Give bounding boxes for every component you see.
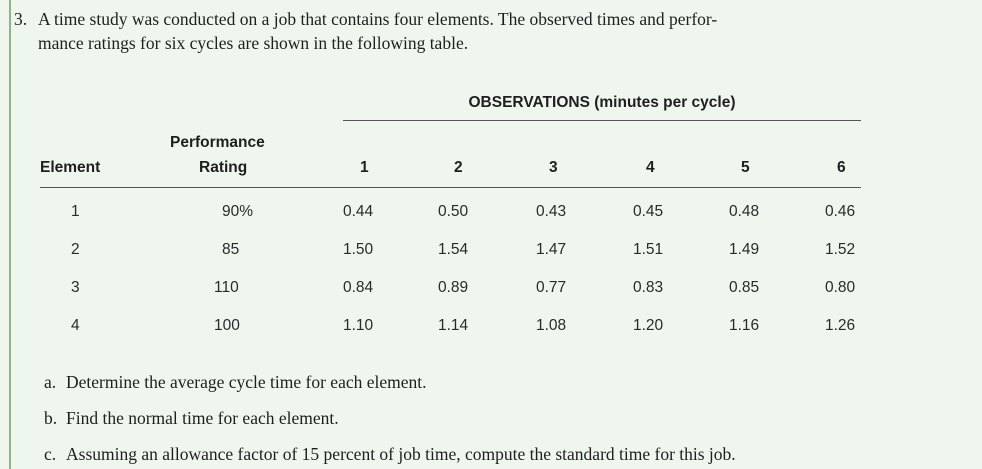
- question-c-text: Assuming an allowance factor of 15 perce…: [66, 444, 736, 464]
- header-cycle-2: 2: [454, 159, 463, 176]
- row-3-element: 3: [71, 279, 80, 296]
- observations-rule: [343, 120, 861, 121]
- row-1-obs-3: 0.43: [536, 203, 567, 220]
- problem-text-line-1: A time study was conducted on a job that…: [38, 9, 718, 29]
- header-performance-line-1: Performance: [170, 134, 265, 151]
- question-a-label: a.: [44, 372, 57, 392]
- observations-title: OBSERVATIONS (minutes per cycle): [468, 94, 736, 111]
- row-3-rating: 110: [214, 279, 239, 296]
- row-3-obs-3: 0.77: [536, 279, 567, 296]
- row-3-obs-4: 0.83: [633, 279, 664, 296]
- row-3-obs-6: 0.80: [825, 279, 856, 296]
- row-1-rating: 90%: [222, 203, 254, 220]
- row-4-obs-5: 1.16: [729, 317, 760, 334]
- row-4-obs-3: 1.08: [536, 317, 567, 334]
- question-b-label: b.: [44, 408, 58, 428]
- question-c: c. Assuming an allowance factor of 15 per…: [44, 444, 736, 465]
- question-a: a. Determine the average cycle time for e…: [44, 372, 427, 393]
- row-3-obs-2: 0.89: [438, 279, 469, 296]
- row-2-obs-1: 1.50: [343, 241, 374, 258]
- header-performance-line-2: Rating: [199, 159, 248, 176]
- row-4-obs-4: 1.20: [633, 317, 664, 334]
- row-2-obs-2: 1.54: [438, 241, 469, 258]
- question-a-text: Determine the average cycle time for eac…: [66, 372, 427, 392]
- row-4-rating: 100: [214, 317, 240, 334]
- header-cycle-1: 1: [360, 159, 369, 176]
- row-2-rating: 85: [222, 241, 240, 258]
- question-c-label: c.: [44, 444, 57, 464]
- row-2-obs-4: 1.51: [633, 241, 664, 258]
- header-cycle-6: 6: [837, 159, 846, 176]
- row-3-obs-5: 0.85: [729, 279, 760, 296]
- row-1-obs-2: 0.50: [438, 203, 469, 220]
- header-cycle-5: 5: [741, 159, 750, 176]
- row-4-obs-6: 1.26: [825, 317, 856, 334]
- row-1-obs-1: 0.44: [343, 203, 374, 220]
- row-2-obs-5: 1.49: [729, 241, 760, 258]
- row-1-obs-5: 0.48: [729, 203, 760, 220]
- row-2-element: 2: [71, 241, 80, 258]
- row-1-element: 1: [71, 203, 80, 220]
- row-1-obs-6: 0.46: [825, 203, 856, 220]
- row-1-obs-4: 0.45: [633, 203, 664, 220]
- row-3-obs-1: 0.84: [343, 279, 374, 296]
- left-margin-rule: [9, 0, 11, 469]
- problem-number: 3.: [14, 9, 28, 29]
- header-element: Element: [40, 159, 101, 176]
- question-b-text: Find the normal time for each element.: [66, 408, 339, 428]
- row-4-element: 4: [71, 317, 80, 334]
- header-cycle-3: 3: [549, 159, 558, 176]
- problem-text-line-2: mance ratings for six cycles are shown i…: [38, 33, 469, 53]
- row-4-obs-2: 1.14: [438, 317, 469, 334]
- question-b: b. Find the normal time for each element.: [44, 408, 339, 429]
- header-cycle-4: 4: [646, 159, 655, 176]
- header-rule: [40, 187, 861, 188]
- row-2-obs-6: 1.52: [825, 241, 856, 258]
- row-4-obs-1: 1.10: [343, 317, 374, 334]
- row-2-obs-3: 1.47: [536, 241, 567, 258]
